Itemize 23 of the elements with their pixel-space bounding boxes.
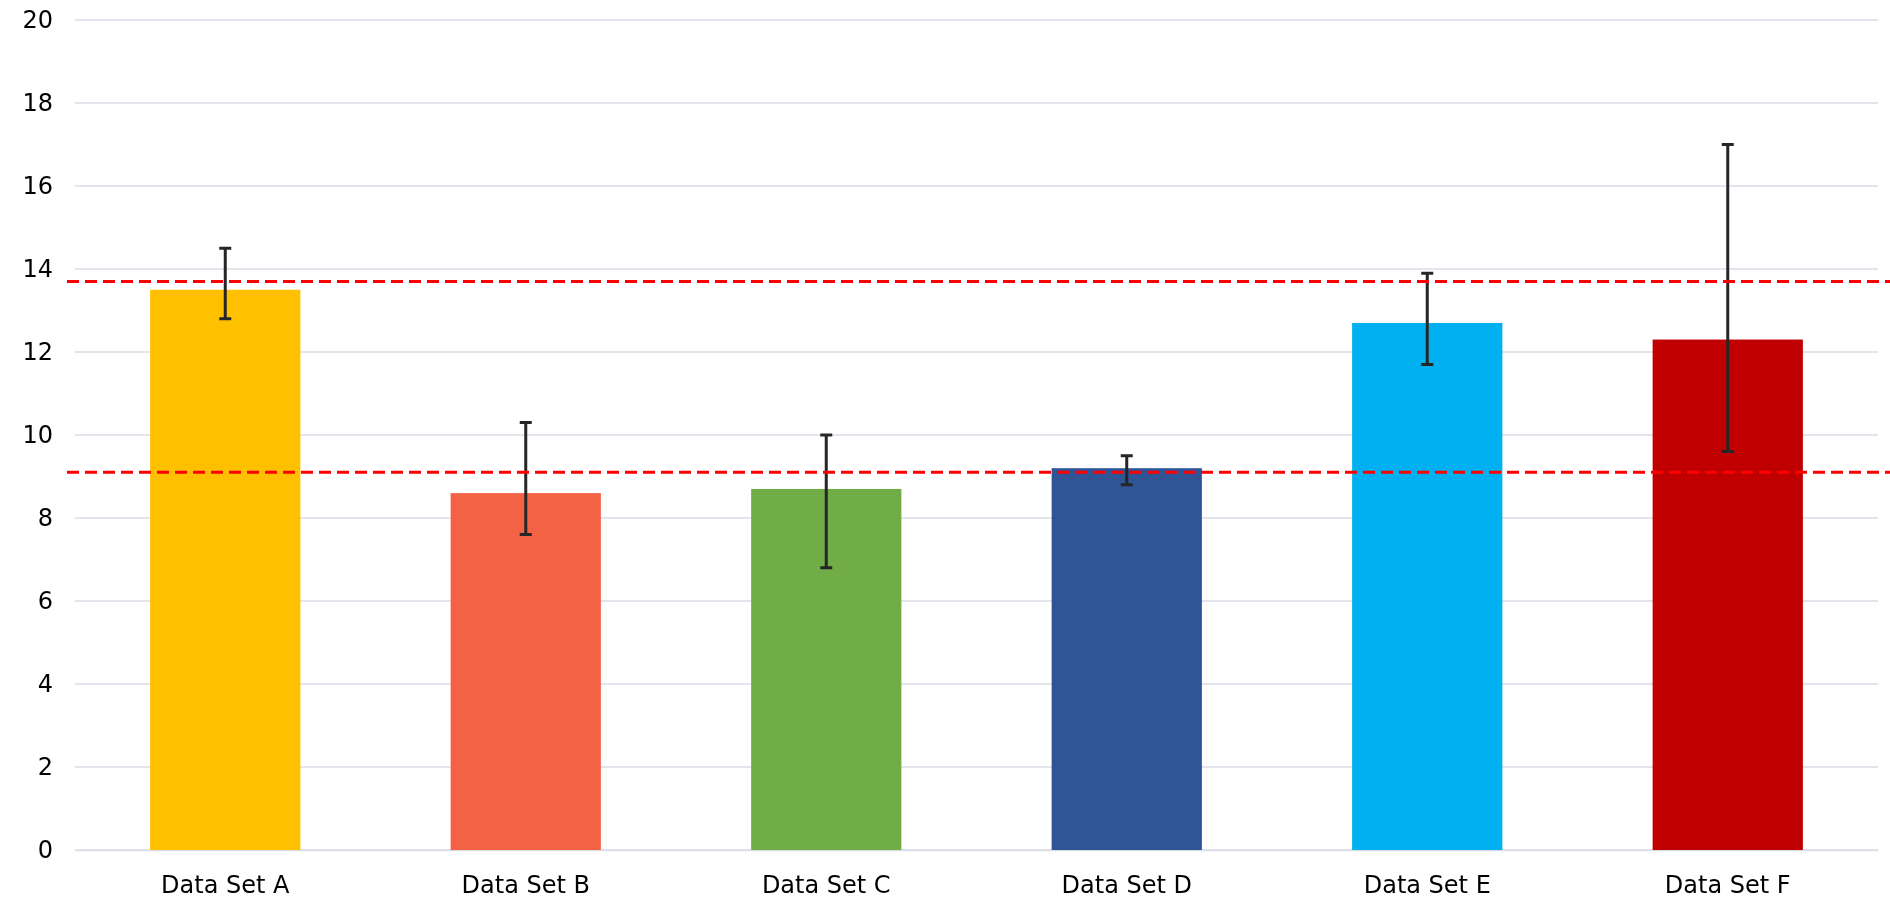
y-tick-label: 14 [22, 255, 53, 284]
y-tick-label: 0 [37, 836, 53, 865]
x-tick-label: Data Set B [461, 871, 590, 900]
x-tick-label: Data Set D [1061, 871, 1192, 900]
bar [1051, 468, 1202, 850]
y-tick-label: 18 [22, 89, 53, 118]
bar [1652, 339, 1803, 850]
y-tick-label: 10 [22, 421, 53, 450]
x-tick-label: Data Set C [761, 871, 891, 900]
y-tick-label: 2 [37, 753, 53, 782]
y-tick-label: 4 [37, 670, 53, 699]
y-tick-label: 20 [22, 6, 53, 35]
x-tick-label: Data Set F [1664, 871, 1791, 900]
x-tick-label: Data Set A [161, 871, 291, 900]
x-tick-label: Data Set E [1363, 871, 1491, 900]
bar [751, 488, 902, 850]
y-tick-label: 6 [37, 587, 53, 616]
bar [150, 289, 301, 850]
bar [450, 493, 601, 850]
y-tick-label: 12 [22, 338, 53, 367]
y-tick-label: 16 [22, 172, 53, 201]
bar [1352, 322, 1503, 850]
y-tick-label: 8 [37, 504, 53, 533]
